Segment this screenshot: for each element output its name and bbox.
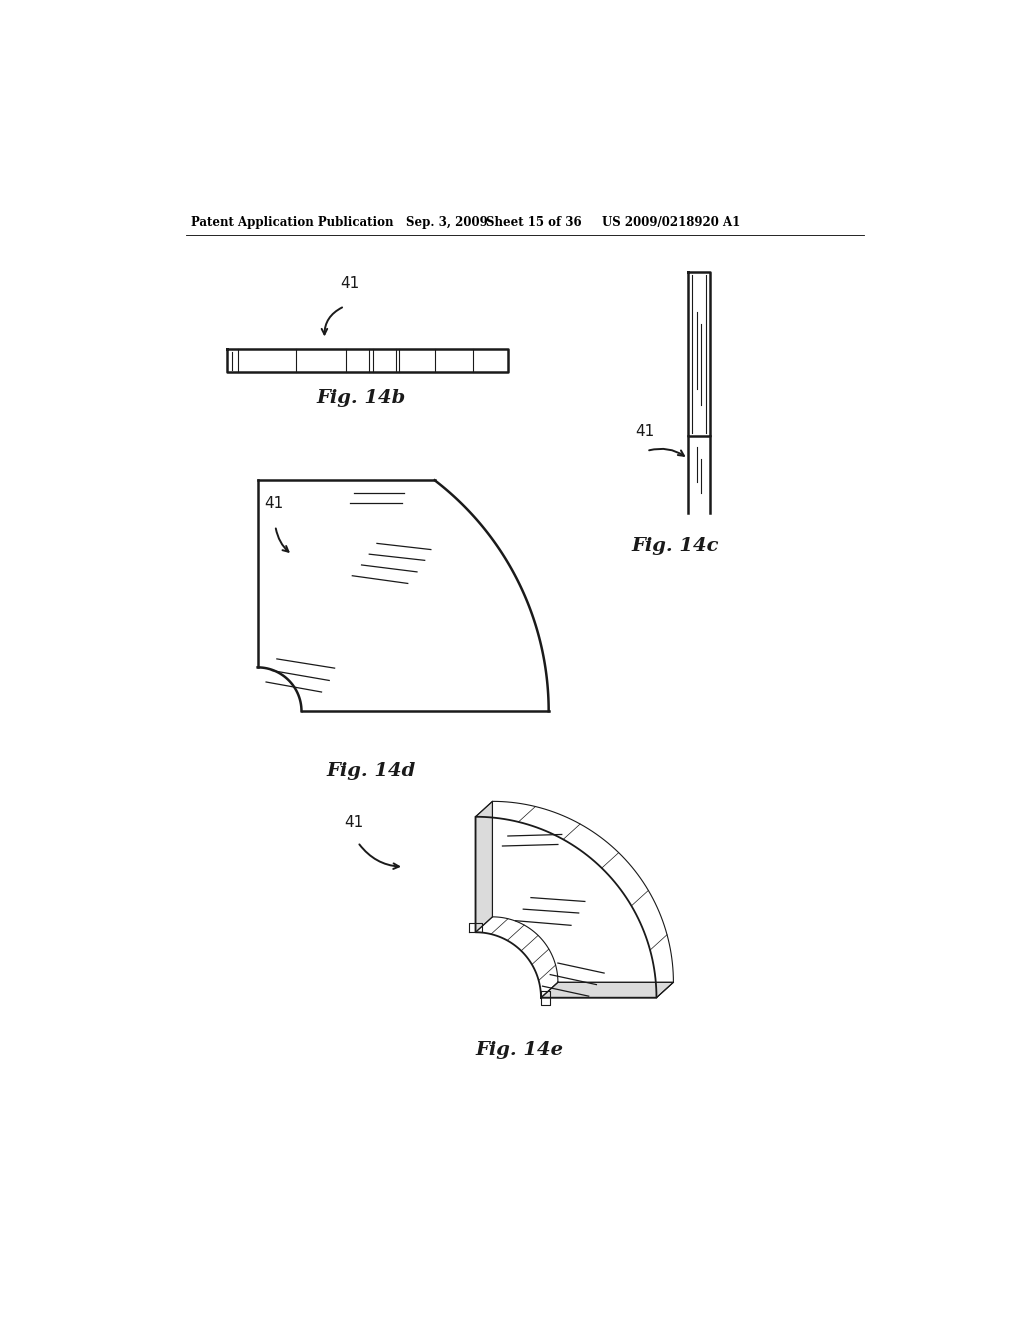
Text: 41: 41 xyxy=(636,424,655,438)
Text: Sheet 15 of 36: Sheet 15 of 36 xyxy=(486,216,582,230)
Text: Fig. 14d: Fig. 14d xyxy=(327,762,416,780)
Polygon shape xyxy=(475,801,493,932)
Text: 41: 41 xyxy=(345,814,364,830)
Text: Fig. 14c: Fig. 14c xyxy=(631,537,719,556)
Text: 41: 41 xyxy=(264,496,283,511)
Text: US 2009/0218920 A1: US 2009/0218920 A1 xyxy=(602,216,740,230)
Polygon shape xyxy=(541,982,674,998)
Text: Patent Application Publication: Patent Application Publication xyxy=(190,216,393,230)
Text: 41: 41 xyxy=(340,276,359,290)
Text: Fig. 14e: Fig. 14e xyxy=(475,1041,563,1060)
Text: Fig. 14b: Fig. 14b xyxy=(316,389,407,408)
Text: Sep. 3, 2009: Sep. 3, 2009 xyxy=(407,216,488,230)
